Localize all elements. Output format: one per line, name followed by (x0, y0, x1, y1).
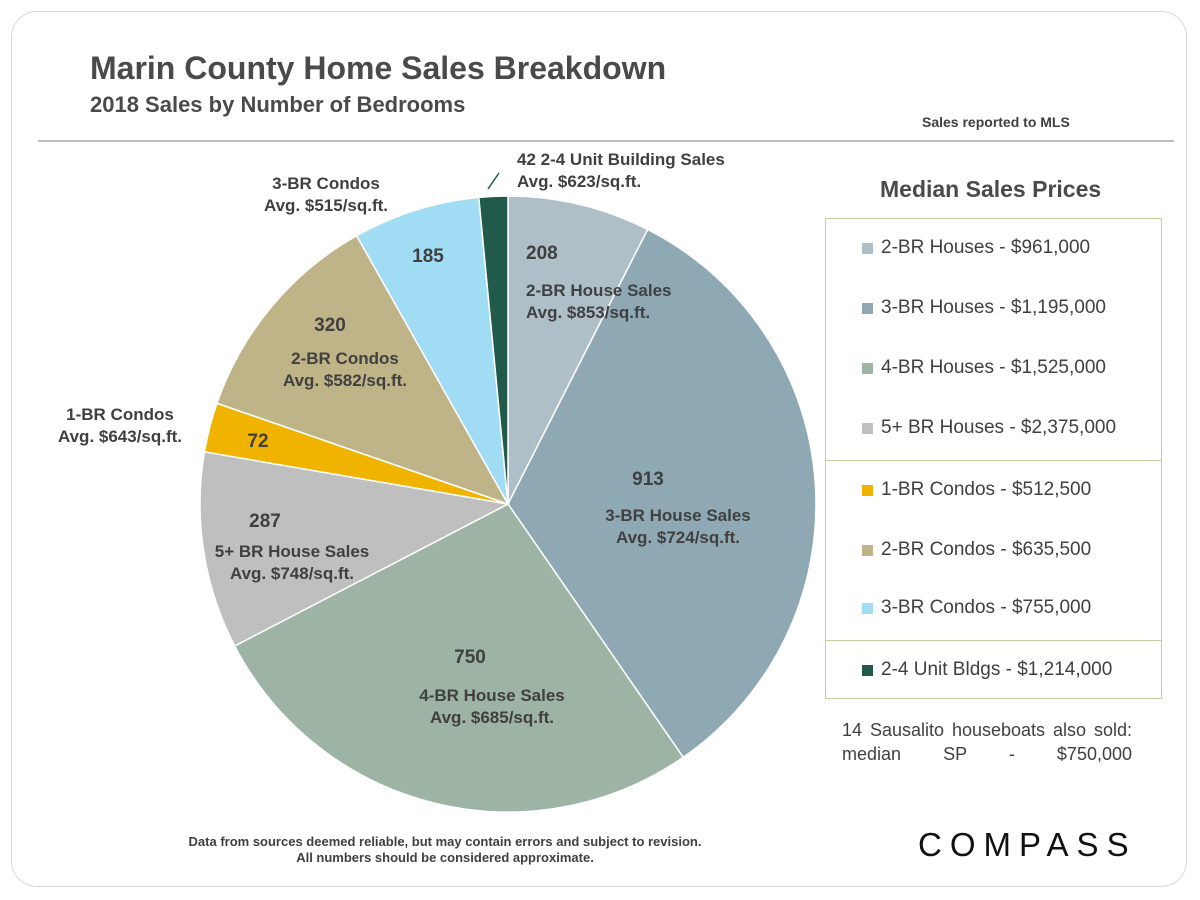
legend-label: 1-BR Condos - $512,500 (881, 479, 1092, 500)
legend-item: 5+ BR Houses - $2,375,000 (862, 417, 1116, 439)
legend-label: 5+ BR Houses - $2,375,000 (881, 417, 1117, 438)
slice-category-label: Avg. $853/sq.ft. (526, 303, 650, 322)
legend-divider (825, 640, 1162, 641)
slice-category-label: Avg. $582/sq.ft. (283, 371, 407, 390)
source-note: Sales reported to MLS (922, 114, 1070, 130)
legend-item: 3-BR Condos - $755,000 (862, 597, 1091, 619)
legend-box (825, 218, 1162, 699)
legend-swatch (862, 664, 873, 676)
slice-category-label: Avg. $515/sq.ft. (264, 196, 388, 215)
compass-logo: COMPASS (918, 826, 1137, 863)
legend-title: Median Sales Prices (880, 176, 1102, 202)
slice-category-label: 1-BR Condos (66, 405, 174, 424)
slice-category-label: 2-BR House Sales (526, 281, 672, 300)
legend-item: 2-BR Condos - $635,500 (862, 539, 1091, 561)
slice-category-label: 4-BR House Sales (419, 686, 565, 705)
pie-slice (199, 450, 511, 647)
slice-category-label: Avg. $643/sq.ft. (58, 427, 182, 446)
slice-value-label: 208 (526, 243, 558, 264)
legend-swatch (862, 302, 873, 314)
slice-value-label: 287 (249, 511, 281, 532)
pie-slice (233, 503, 685, 813)
legend-item: 1-BR Condos - $512,500 (862, 479, 1091, 501)
slice-category-label: 3-BR House Sales (605, 506, 751, 525)
slice-value-label: 913 (632, 469, 664, 490)
slice-value-label: 750 (454, 647, 486, 668)
pie-slice (477, 195, 509, 505)
legend-item: 2-BR Houses - $961,000 (862, 237, 1090, 259)
slice-value-label: 320 (314, 315, 346, 336)
leader-line (487, 172, 500, 190)
pie-slice (507, 195, 649, 505)
slice-category-label: 42 2-4 Unit Building Sales (517, 150, 725, 169)
footnote-line: Data from sources deemed reliable, but m… (188, 834, 702, 849)
legend-item: 3-BR Houses - $1,195,000 (862, 297, 1106, 319)
houseboat-note: 14 Sausalito houseboats also sold: media… (842, 720, 1132, 764)
legend-swatch (862, 242, 873, 254)
slice-value-label: 72 (247, 431, 268, 452)
header-divider (38, 140, 1174, 142)
slice-category-label: 3-BR Condos (272, 174, 380, 193)
legend-swatch (862, 544, 873, 556)
slice-category-label: Avg. $685/sq.ft. (430, 708, 554, 727)
chart-title: Marin County Home Sales Breakdown (90, 50, 667, 86)
slice-category-label: 5+ BR House Sales (215, 542, 370, 561)
legend-label: 3-BR Condos - $755,000 (881, 597, 1092, 618)
footnote: Data from sources deemed reliable, but m… (130, 834, 760, 866)
legend-swatch (862, 422, 873, 434)
footnote-line: All numbers should be considered approxi… (296, 850, 594, 865)
legend-label: 2-BR Houses - $961,000 (881, 237, 1091, 258)
legend-swatch (862, 362, 873, 374)
legend-divider (825, 460, 1162, 461)
slice-category-label: Avg. $748/sq.ft. (230, 564, 354, 583)
pie-slice (215, 234, 510, 506)
legend-item: 2-4 Unit Bldgs - $1,214,000 (862, 659, 1112, 681)
legend-label: 3-BR Houses - $1,195,000 (881, 297, 1106, 318)
pie-slice (355, 196, 509, 505)
slice-category-label: 2-BR Condos (291, 349, 399, 368)
legend-label: 2-BR Condos - $635,500 (881, 539, 1092, 560)
legend-label: 2-4 Unit Bldgs - $1,214,000 (881, 659, 1113, 680)
legend-label: 4-BR Houses - $1,525,000 (881, 357, 1106, 378)
pie-slice (507, 228, 817, 759)
legend-swatch (862, 484, 873, 496)
chart-subtitle: 2018 Sales by Number of Bedrooms (90, 92, 466, 117)
legend-item: 4-BR Houses - $1,525,000 (862, 357, 1106, 379)
slice-category-label: Avg. $724/sq.ft. (616, 528, 740, 547)
slice-value-label: 185 (412, 246, 444, 267)
slice-category-label: Avg. $623/sq.ft. (517, 172, 641, 191)
legend-swatch (862, 602, 873, 614)
